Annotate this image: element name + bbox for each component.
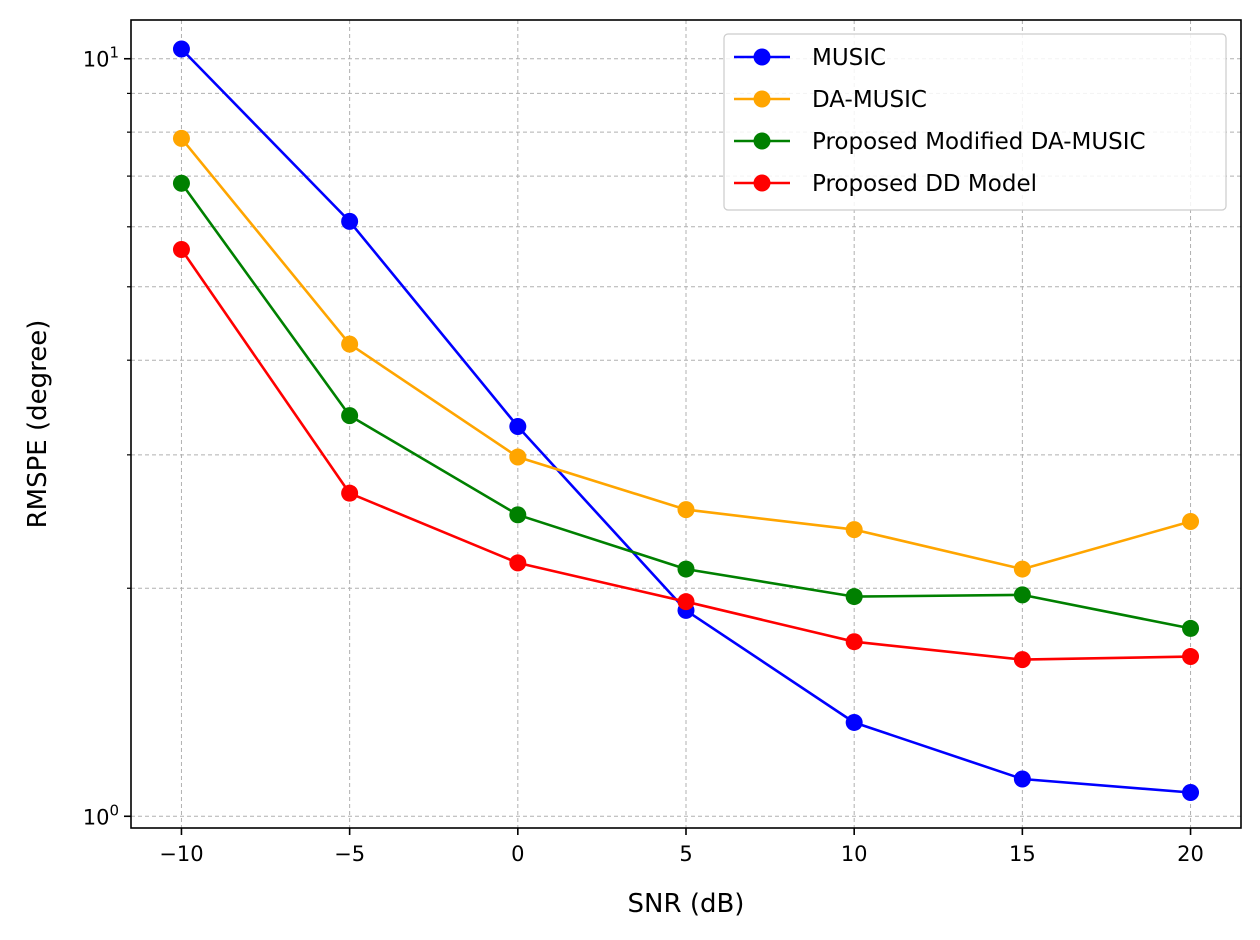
data-point-proposed-dd-model	[509, 554, 527, 572]
y-axis: 100 101	[83, 44, 131, 829]
data-point-proposed-dd-model	[172, 241, 190, 259]
x-tick-label: 20	[1177, 842, 1204, 866]
x-tick-label: −5	[334, 842, 365, 866]
data-point-proposed-modified-da-music	[845, 588, 863, 606]
data-point-da-music	[1013, 560, 1031, 578]
data-point-da-music	[172, 129, 190, 147]
data-point-music	[1182, 783, 1200, 801]
data-point-da-music	[509, 448, 527, 466]
legend-marker	[753, 90, 771, 108]
legend-marker	[753, 174, 771, 192]
data-point-da-music	[341, 335, 359, 353]
x-tick-label: 5	[679, 842, 692, 866]
data-point-da-music	[677, 501, 695, 519]
data-point-proposed-modified-da-music	[677, 560, 695, 578]
x-tick-label: 15	[1009, 842, 1036, 866]
data-point-proposed-modified-da-music	[341, 407, 359, 425]
data-point-proposed-dd-model	[845, 633, 863, 651]
y-tick-label: 100	[83, 801, 119, 829]
data-point-da-music	[845, 521, 863, 539]
data-point-proposed-dd-model	[677, 593, 695, 611]
series-group	[172, 40, 1200, 801]
data-point-proposed-modified-da-music	[1013, 586, 1031, 604]
legend-label: Proposed Modified DA-MUSIC	[812, 129, 1146, 155]
data-point-proposed-dd-model	[1182, 648, 1200, 666]
x-axis-label: SNR (dB)	[628, 889, 745, 919]
data-point-music	[1013, 770, 1031, 788]
data-point-proposed-dd-model	[1013, 651, 1031, 669]
data-point-proposed-dd-model	[341, 484, 359, 502]
data-point-music	[172, 40, 190, 58]
x-tick-label: 10	[841, 842, 868, 866]
data-point-proposed-modified-da-music	[172, 174, 190, 192]
x-axis: −10 −5 0 5 10 15 20	[159, 828, 1204, 866]
y-axis-label: RMSPE (degree)	[23, 320, 53, 529]
data-point-proposed-modified-da-music	[1182, 619, 1200, 637]
legend-marker	[753, 132, 771, 150]
data-point-music	[341, 212, 359, 230]
y-tick-label: 101	[83, 44, 119, 72]
x-tick-label: −10	[159, 842, 203, 866]
data-point-music	[845, 713, 863, 731]
data-point-proposed-modified-da-music	[509, 506, 527, 524]
legend-label: DA-MUSIC	[812, 87, 927, 113]
legend-label: MUSIC	[812, 45, 886, 71]
x-tick-label: 0	[511, 842, 524, 866]
data-point-da-music	[1182, 512, 1200, 530]
legend-marker	[753, 48, 771, 66]
legend-label: Proposed DD Model	[812, 171, 1037, 197]
legend: MUSIC DA-MUSIC Proposed Modified DA-MUSIC P…	[723, 33, 1227, 211]
legend-box	[723, 33, 1227, 211]
data-point-music	[509, 417, 527, 435]
